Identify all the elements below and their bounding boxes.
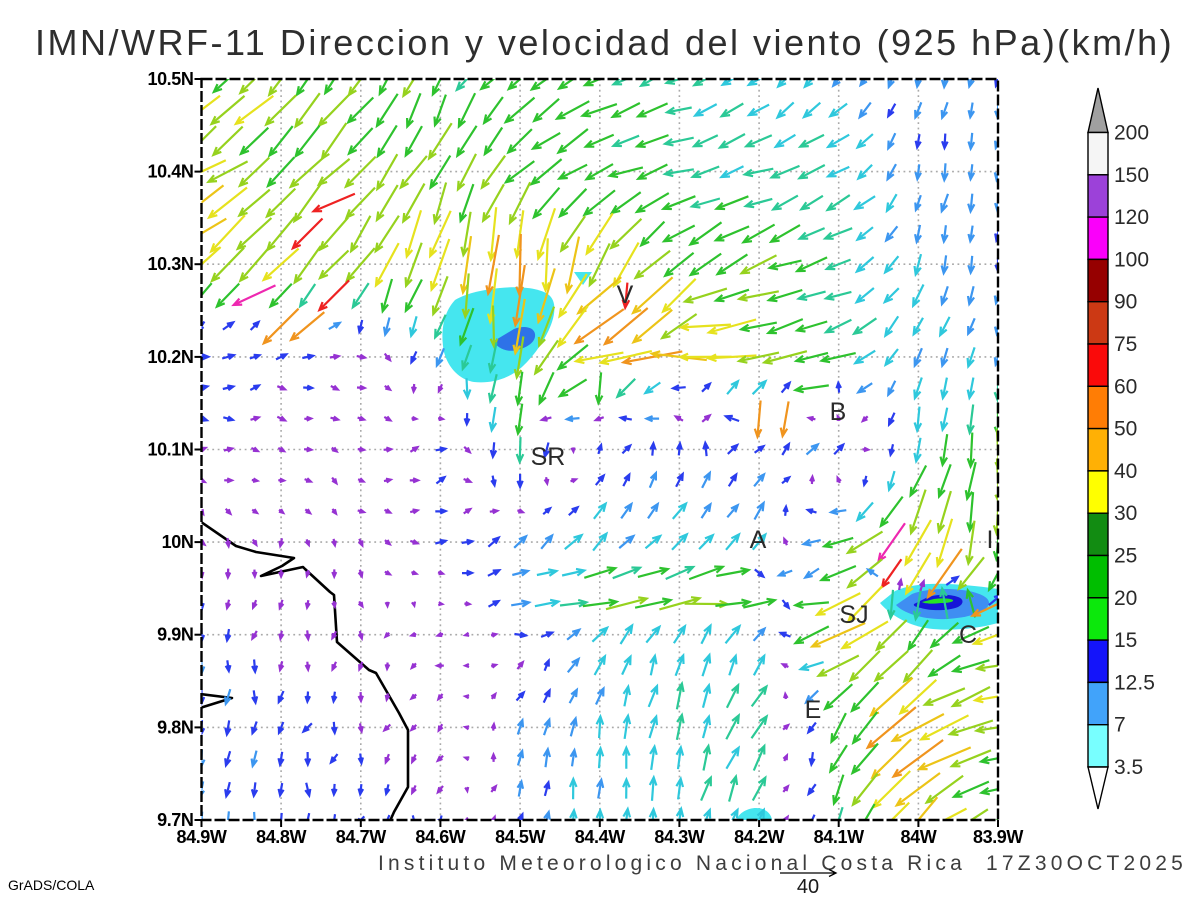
svg-text:75: 75 [1114,333,1137,356]
svg-text:15: 15 [1114,629,1137,652]
svg-text:84.6W: 84.6W [415,827,465,847]
svg-text:150: 150 [1114,164,1149,187]
svg-text:84.1W: 84.1W [814,827,864,847]
svg-text:B: B [830,398,847,426]
svg-text:10.3N: 10.3N [147,254,193,274]
svg-text:100: 100 [1114,248,1149,271]
svg-text:40: 40 [1114,460,1137,483]
svg-text:GrADS/COLA: GrADS/COLA [8,877,95,893]
svg-text:25: 25 [1114,545,1137,568]
svg-text:9.9N: 9.9N [157,625,193,645]
svg-text:E: E [805,696,822,724]
svg-text:84.7W: 84.7W [336,827,386,847]
svg-text:10.1N: 10.1N [147,440,193,460]
svg-text:12.5: 12.5 [1114,671,1155,694]
svg-text:84.2W: 84.2W [734,827,784,847]
svg-text:84W: 84W [900,827,936,847]
svg-text:90: 90 [1114,291,1137,314]
svg-text:A: A [750,526,767,554]
svg-text:V: V [617,281,634,309]
svg-text:60: 60 [1114,375,1137,398]
svg-text:83.9W: 83.9W [973,827,1023,847]
svg-text:84.5W: 84.5W [495,827,545,847]
svg-text:20: 20 [1114,587,1137,610]
svg-text:10N: 10N [162,532,194,552]
svg-text:84.8W: 84.8W [256,827,306,847]
svg-text:84.3W: 84.3W [654,827,704,847]
svg-text:SR: SR [531,443,566,471]
svg-text:40: 40 [797,876,819,898]
svg-text:3.5: 3.5 [1114,756,1143,779]
svg-text:10.2N: 10.2N [147,347,193,367]
svg-text:Instituto Meteorologico Nacion: Instituto Meteorologico Nacional Costa R… [378,852,1187,875]
svg-text:C: C [959,621,977,649]
svg-text:9.8N: 9.8N [157,717,193,737]
svg-text:120: 120 [1114,206,1149,229]
svg-text:IMN/WRF-11 Direccion y velocid: IMN/WRF-11 Direccion y velocidad del vie… [35,22,1174,63]
svg-text:10.4N: 10.4N [147,162,193,182]
svg-text:84.9W: 84.9W [176,827,226,847]
svg-text:9.7N: 9.7N [157,810,193,830]
svg-text:30: 30 [1114,502,1137,525]
svg-text:50: 50 [1114,418,1137,441]
svg-text:I: I [987,526,994,554]
svg-text:7: 7 [1114,714,1126,737]
svg-text:SJ: SJ [839,601,868,629]
svg-text:10.5N: 10.5N [147,69,193,89]
svg-text:84.4W: 84.4W [575,827,625,847]
svg-text:200: 200 [1114,122,1149,145]
